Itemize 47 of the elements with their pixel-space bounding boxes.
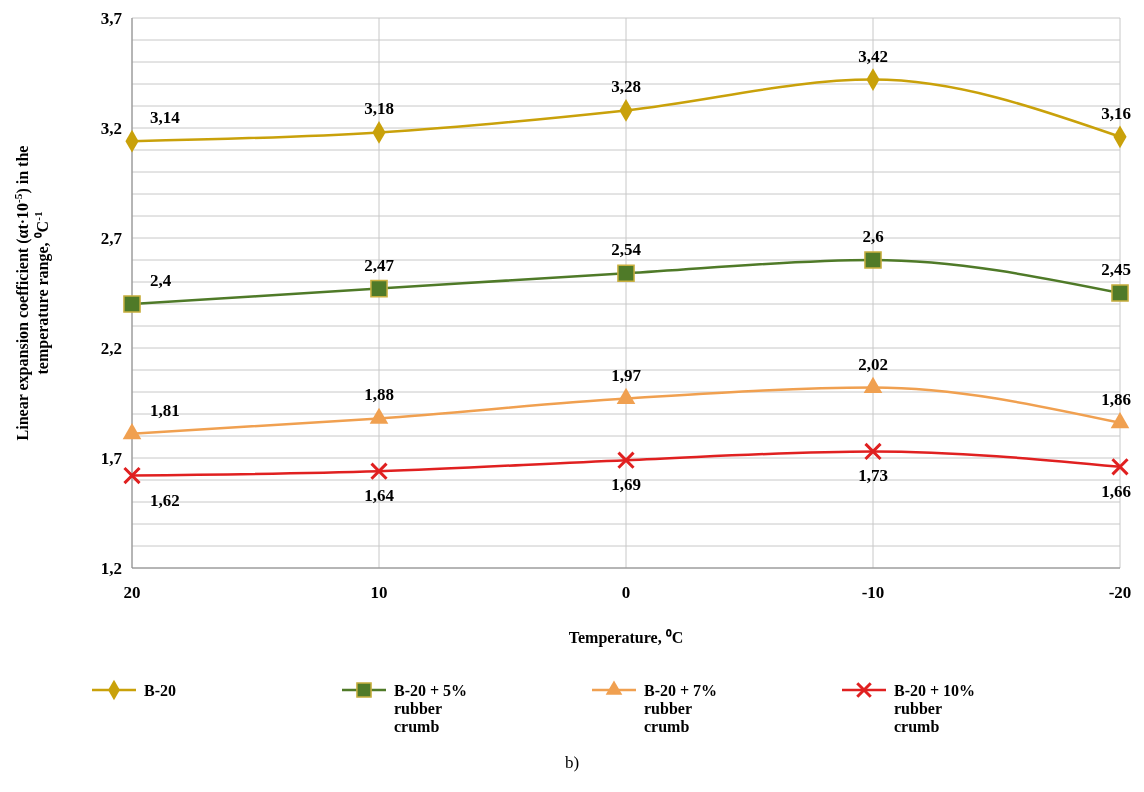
legend-label: B-20 bbox=[144, 681, 176, 699]
data-label: 2,54 bbox=[611, 240, 642, 260]
x-tick-label: 20 bbox=[123, 583, 141, 602]
data-label: 3,16 bbox=[1101, 103, 1131, 123]
x-tick-label: 10 bbox=[370, 583, 388, 602]
x-tick-label: -20 bbox=[1108, 583, 1132, 602]
data-label: 2,47 bbox=[364, 255, 395, 275]
x-tick-label: 0 bbox=[621, 583, 631, 602]
data-label: 1,86 bbox=[1101, 389, 1131, 409]
data-label: 3,18 bbox=[364, 99, 394, 119]
data-label: 1,97 bbox=[611, 365, 642, 385]
point bbox=[369, 462, 389, 481]
data-label: 2,4 bbox=[150, 271, 172, 290]
data-label: 1,64 bbox=[364, 486, 395, 506]
data-label: 1,88 bbox=[364, 385, 394, 405]
x-tick-label: -10 bbox=[861, 583, 885, 602]
y-tick-label: 2,7 bbox=[100, 228, 123, 248]
legend-label: B-20 + 10% rubber crumb bbox=[894, 681, 976, 735]
data-label: 2,6 bbox=[862, 227, 884, 246]
legend-label: B-20 + 7% rubber crumb bbox=[644, 681, 718, 735]
data-label: 3,28 bbox=[611, 77, 641, 97]
data-label: 2,45 bbox=[1101, 260, 1131, 279]
data-label: 2,02 bbox=[858, 354, 888, 374]
point bbox=[1111, 284, 1129, 302]
point bbox=[616, 451, 636, 470]
y-tick-label: 3,7 bbox=[100, 8, 123, 28]
point bbox=[617, 264, 635, 283]
data-label: 1,81 bbox=[150, 400, 180, 420]
y-tick-label: 1,2 bbox=[100, 558, 122, 578]
point bbox=[864, 251, 882, 269]
data-label: 1,69 bbox=[611, 475, 641, 495]
legend-label: B-20 + 5% rubber crumb bbox=[394, 681, 468, 735]
data-label: 1,66 bbox=[1101, 481, 1131, 501]
y-tick-label: 3,2 bbox=[100, 118, 122, 138]
text: b) bbox=[564, 753, 580, 772]
y-tick-label: 1,7 bbox=[100, 448, 123, 468]
y-tick-label: 2,2 bbox=[100, 338, 122, 358]
point bbox=[123, 295, 141, 313]
x-axis-title: Temperature, ⁰C bbox=[568, 629, 684, 647]
point bbox=[863, 442, 883, 461]
point bbox=[370, 279, 388, 298]
data-label: 1,73 bbox=[858, 466, 888, 486]
data-label: 3,42 bbox=[858, 46, 888, 66]
data-label: 1,62 bbox=[150, 490, 180, 510]
data-label: 3,14 bbox=[150, 108, 181, 128]
point bbox=[1110, 457, 1130, 476]
point bbox=[122, 466, 142, 485]
